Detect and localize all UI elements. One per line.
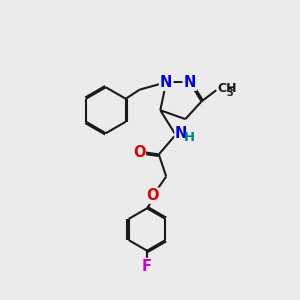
Text: F: F bbox=[142, 259, 152, 274]
Text: N: N bbox=[184, 75, 196, 90]
Text: H: H bbox=[183, 131, 194, 144]
Text: O: O bbox=[133, 145, 146, 160]
Text: O: O bbox=[147, 188, 159, 203]
Text: N: N bbox=[160, 75, 172, 90]
Text: N: N bbox=[175, 126, 188, 141]
Text: CH: CH bbox=[218, 82, 237, 95]
Text: 3: 3 bbox=[227, 88, 234, 98]
